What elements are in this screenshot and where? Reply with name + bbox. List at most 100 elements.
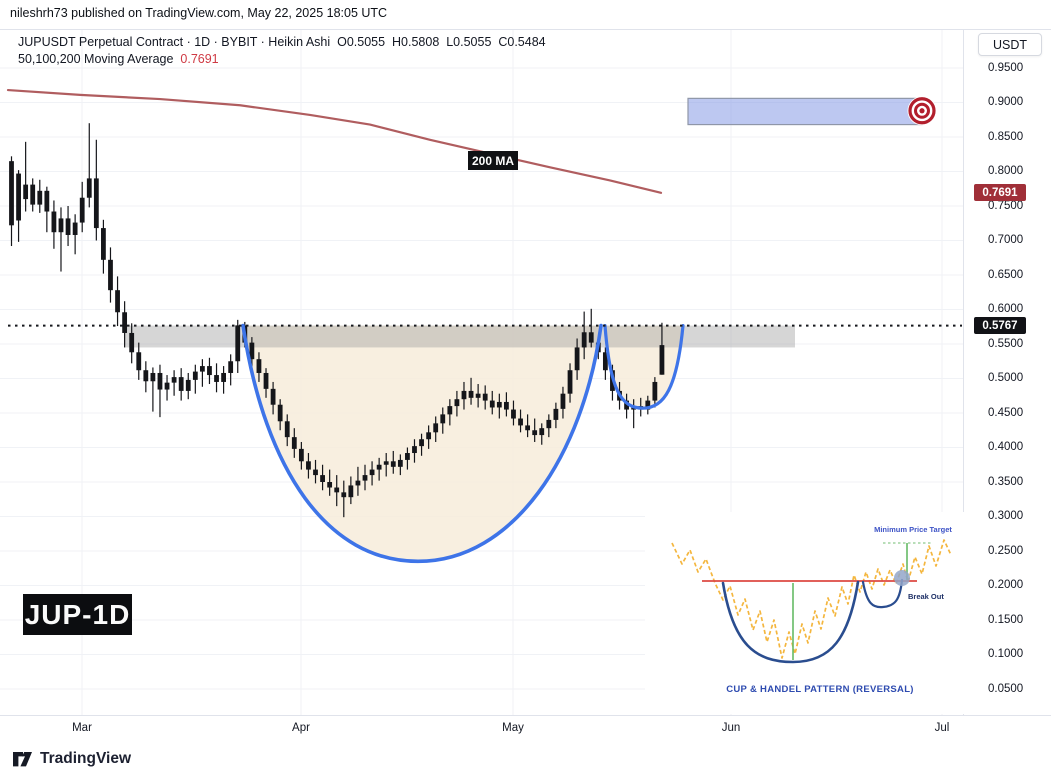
candle-body (192, 371, 198, 380)
candle-body (256, 359, 262, 373)
time-tick-label: Apr (292, 722, 310, 734)
candle-body (553, 408, 559, 420)
price-tick-label: 0.1500 (988, 613, 1024, 626)
candle-body (72, 222, 78, 235)
cup-handle-diagram-icon (671, 539, 952, 664)
price-tick-label: 0.7000 (988, 234, 1024, 246)
candle-body (313, 469, 318, 476)
target-icon (908, 97, 936, 125)
candle-body (44, 190, 50, 212)
indicator-legend[interactable]: 50,100,200 Moving Average 0.7691 (18, 52, 219, 66)
candle-body (405, 453, 410, 460)
candle-body (51, 211, 57, 233)
candle-body (129, 332, 135, 353)
symbol-tag-label[interactable]: JUP-1D (23, 594, 132, 635)
inset-cup-arc-icon (721, 580, 860, 664)
price-axis[interactable]: 0.9500 0.9000 0.8500 0.8000 0.7500 0.7000 0.65… (964, 30, 1051, 715)
target-icon (914, 102, 930, 119)
candle-body (30, 184, 36, 205)
handle-arc (603, 323, 685, 410)
price-tick-label: 0.6000 (988, 303, 1024, 315)
candle-body (454, 399, 460, 407)
price-tick-label: 0.8500 (988, 130, 1024, 143)
candle-body (412, 446, 417, 454)
candle-body (574, 347, 580, 371)
candle-body (489, 400, 495, 408)
candle-body (539, 428, 545, 436)
candle-body (23, 184, 29, 200)
price-tick-label: 0.2500 (988, 544, 1024, 557)
candle-body (624, 400, 629, 410)
candle-body (468, 390, 474, 398)
footer-logo-text: TradingView (40, 750, 132, 767)
candle-body (249, 342, 255, 360)
inset-break-out-label: Break Out (908, 592, 944, 601)
price-tick-label: 0.9500 (988, 61, 1024, 74)
candle-body (37, 190, 43, 205)
candle-body (298, 448, 304, 462)
candle-body (341, 492, 347, 498)
ma-200-line (6, 88, 663, 194)
candle-body (122, 312, 128, 333)
candle-body (207, 366, 212, 376)
candle-body (376, 464, 382, 470)
candle-body (79, 197, 85, 223)
candle-body (419, 439, 424, 447)
tradingview-footer-logo[interactable]: TradingView (13, 750, 131, 768)
target-icon (919, 108, 925, 114)
candle-body (390, 461, 396, 467)
candle-body (482, 393, 488, 401)
candle-body (277, 404, 283, 422)
candle-body (518, 418, 523, 426)
candle-body (383, 461, 389, 465)
candle-body (525, 425, 531, 431)
candle-body (581, 332, 587, 348)
time-tick-label: May (502, 722, 524, 734)
price-tick-label: 0.1000 (988, 648, 1024, 660)
price-tick-label: 0.6500 (988, 268, 1024, 281)
candle-body (504, 401, 509, 410)
candle-body (532, 430, 538, 436)
candle-body (334, 487, 340, 493)
candle-body (108, 259, 113, 291)
candle-body (58, 218, 64, 233)
symbol-legend[interactable]: JUPUSDT Perpetual Contract · 1D · BYBIT … (18, 35, 546, 49)
inset-handle-arc-icon (861, 578, 904, 609)
candle-body (136, 352, 142, 371)
candle-body (567, 370, 573, 394)
candle-body (65, 218, 71, 235)
inset-price-zigzag-icon (671, 539, 952, 659)
last-price-badge: 0.5767 (974, 317, 1026, 334)
candle-body (284, 421, 290, 438)
candle-body (461, 390, 467, 400)
candle-body (369, 469, 375, 476)
attribution-text: nileshrh73 published on TradingView.com,… (10, 6, 388, 20)
candle-body (93, 178, 99, 229)
price-tick-label: 0.8000 (988, 165, 1024, 177)
ma-200-label[interactable]: 200 MA (468, 151, 518, 170)
inset-breakout-dot-icon (894, 570, 910, 586)
candle-body (270, 388, 276, 405)
price-tick-label: 0.2000 (988, 579, 1024, 591)
indicator-value: 0.7691 (180, 52, 219, 66)
currency-usdt-button[interactable]: USDT (978, 33, 1042, 56)
candle-body (157, 372, 163, 390)
candle-body (588, 332, 594, 343)
candle-body (86, 178, 92, 198)
candle-body (306, 461, 311, 470)
resistance-band (124, 325, 795, 348)
candle-body (645, 400, 651, 410)
time-axis[interactable]: Mar Apr May Jun Jul (0, 716, 963, 746)
price-tick-label: 0.7500 (988, 199, 1024, 212)
price-tick-label: 0.4500 (988, 406, 1024, 419)
price-tick-label: 0.0500 (988, 682, 1024, 695)
candle-body (475, 393, 481, 398)
price-tick-label: 0.3500 (988, 475, 1024, 488)
candle-body (426, 432, 432, 440)
candle-body (511, 409, 516, 419)
candle-body (496, 401, 502, 408)
cup-handle-pattern-inset[interactable]: Minimum Price Target Break Out CUP & HAN… (645, 512, 965, 714)
candle-body (659, 345, 665, 375)
